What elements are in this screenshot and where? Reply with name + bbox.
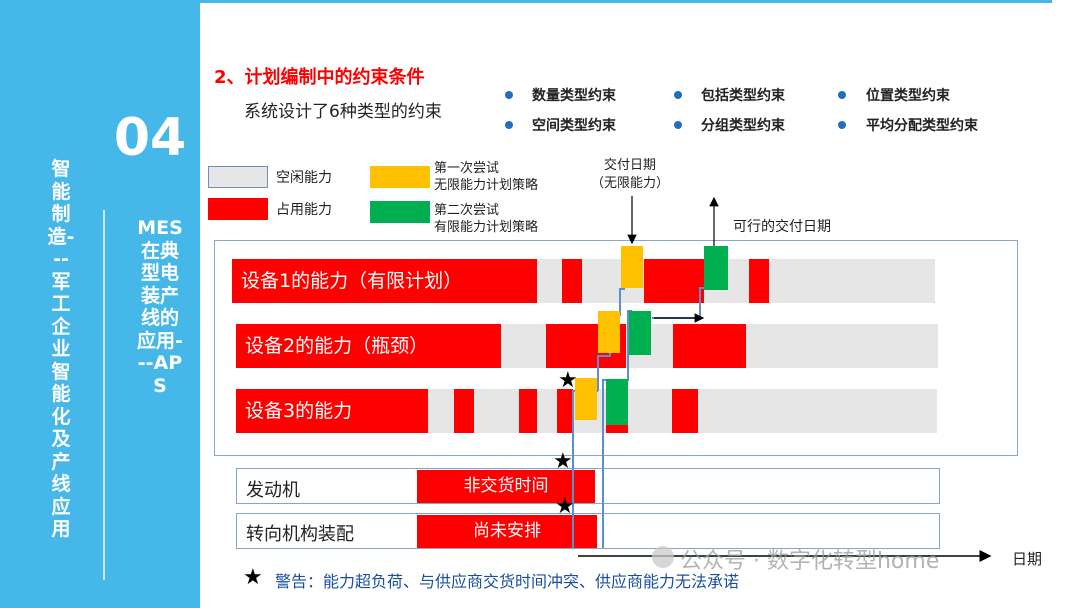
constraint-item: 数量类型约束 [532, 88, 616, 104]
date-axis-label: 日期 [1012, 550, 1043, 568]
material-row-steering [236, 513, 940, 549]
page-subtitle: 系统设计了6种类型的约束 [244, 102, 442, 122]
resource-3-label: 设备3的能力 [236, 389, 428, 433]
delivery-date-annotation: 交付日期 （无限能力） [590, 158, 669, 191]
second-try-block [704, 246, 728, 290]
resource-1-occupied [536, 259, 537, 303]
unscheduled-block: 尚未安排 [417, 515, 597, 548]
wechat-icon [652, 546, 674, 568]
bullet-icon [505, 91, 513, 99]
sidebar-left-title: 智能制造---军工企业智能化及产线应用 [47, 158, 75, 540]
section-number: 04 [113, 108, 187, 168]
overload-segment [606, 425, 628, 433]
material-engine-label: 发动机 [246, 480, 300, 501]
bullet-icon [674, 121, 682, 129]
bullet-icon [505, 121, 513, 129]
legend-occupied-swatch [208, 198, 268, 220]
resource-1-occupied [749, 259, 769, 303]
legend-occupied-label: 占用能力 [276, 202, 332, 218]
legend-second-try-label: 第二次尝试 有限能力计划策略 [434, 203, 539, 235]
first-try-block [575, 378, 597, 420]
sidebar-divider [103, 210, 105, 580]
non-delivery-time-block: 非交货时间 [417, 470, 595, 503]
resource-frame [214, 240, 1018, 456]
resource-1-occupied [644, 259, 704, 303]
legend-second-try-swatch [370, 201, 430, 223]
sidebar-right-title: MES在典型电装产线的应用---APS [137, 217, 183, 397]
warning-legend-star-icon: ★ [243, 565, 263, 590]
resource-1-occupied [562, 259, 582, 303]
resource-1-label: 设备1的能力（有限计划） [232, 259, 537, 303]
constraint-item: 平均分配类型约束 [866, 118, 978, 134]
bullet-icon [838, 91, 846, 99]
constraint-item: 分组类型约束 [701, 118, 785, 134]
page-title: 2、计划编制中的约束条件 [214, 67, 425, 88]
constraint-item: 位置类型约束 [866, 88, 950, 104]
warning-star-icon: ★ [555, 494, 575, 519]
resource-3-occupied [672, 389, 698, 433]
bullet-icon [838, 121, 846, 129]
resource-2-occupied [673, 324, 746, 368]
constraint-item: 空间类型约束 [532, 118, 616, 134]
watermark: 公众号 · 数字化转型home [680, 549, 940, 574]
legend-idle-swatch [208, 166, 268, 188]
material-row-engine [236, 468, 940, 504]
resource-3-occupied [519, 389, 537, 433]
material-steering-label: 转向机构装配 [246, 524, 354, 545]
bullet-icon [674, 91, 682, 99]
first-try-block [621, 246, 643, 288]
first-try-block [598, 311, 620, 353]
legend-first-try-label: 第一次尝试 无限能力计划策略 [434, 161, 539, 193]
sidebar [0, 0, 200, 608]
feasible-date-annotation: 可行的交付日期 [733, 219, 831, 235]
warning-star-icon: ★ [558, 368, 578, 393]
warning-text: 警告：能力超负荷、与供应商交货时间冲突、供应商能力无法承诺 [275, 572, 740, 591]
resource-2-label: 设备2的能力（瓶颈） [236, 324, 501, 368]
warning-star-icon: ★ [553, 449, 573, 474]
resource-3-occupied [454, 389, 474, 433]
constraint-item: 包括类型约束 [701, 88, 785, 104]
legend-idle-label: 空闲能力 [276, 170, 332, 186]
legend-first-try-swatch [370, 166, 430, 188]
top-accent-line [200, 0, 1052, 3]
second-try-block [606, 379, 628, 425]
resource-3-occupied [557, 389, 573, 433]
second-try-block [629, 311, 651, 355]
